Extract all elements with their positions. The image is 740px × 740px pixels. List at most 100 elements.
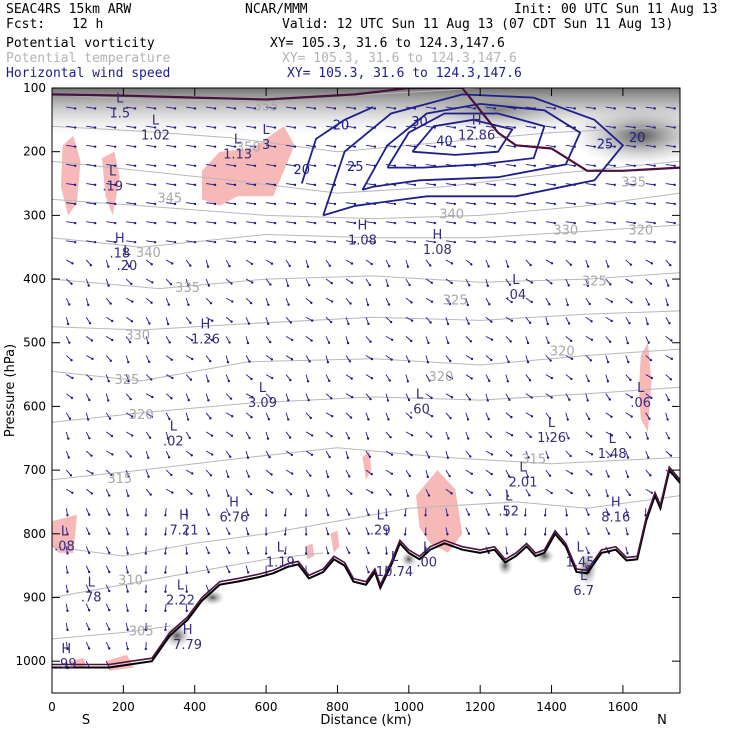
wind-arrow-head	[207, 513, 210, 517]
wind-arrow-head	[290, 358, 294, 361]
wind-arrow-head	[448, 302, 452, 306]
wind-arrow-head	[393, 164, 397, 167]
wind-arrow-head	[304, 552, 308, 555]
wind-arrow-head	[408, 283, 411, 287]
wind-arrow-head	[107, 399, 110, 402]
wind-arrow-head	[66, 590, 69, 593]
theta-label: 345	[157, 192, 182, 207]
wind-arrow	[665, 183, 675, 186]
wind-arrow	[365, 240, 375, 243]
wind-arrow-head	[673, 183, 676, 187]
wind-arrow-head	[108, 417, 112, 420]
wind-arrow-head	[253, 240, 257, 244]
wind-arrow-head	[410, 453, 413, 457]
wind-arrow-head	[153, 240, 157, 244]
wind-arrow	[605, 106, 615, 109]
wind-arrow-head	[213, 145, 217, 148]
wind-arrow	[665, 106, 675, 109]
wind-arrow-head	[189, 321, 192, 325]
wind-arrow-head	[91, 357, 94, 361]
wind-arrow	[305, 202, 316, 205]
wind-arrow	[246, 240, 256, 243]
wind-arrow-head	[450, 396, 454, 399]
wind-arrow-head	[649, 358, 653, 362]
wind-arrow-head	[347, 437, 351, 440]
plot-frame	[51, 87, 681, 694]
wind-arrow-head	[548, 417, 552, 420]
wind-arrow	[645, 144, 655, 148]
wind-arrow-head	[153, 202, 157, 206]
wind-arrow-head	[673, 126, 676, 129]
wind-arrow-head	[153, 164, 157, 167]
wind-arrow-head	[633, 202, 636, 206]
extremum-value: 8.16	[601, 511, 630, 526]
wind-arrow-head	[87, 589, 91, 593]
wind-arrow-head	[508, 398, 511, 401]
wind-arrow	[425, 106, 435, 109]
wind-arrow-head	[633, 126, 636, 129]
field-wind-xy: XY= 105.3, 31.6 to 124.3,147.6	[287, 66, 522, 81]
wind-arrow-head	[490, 320, 493, 323]
wind-arrow-head	[424, 533, 427, 536]
wind-arrow-head	[133, 240, 137, 244]
wind-arrow	[305, 106, 316, 109]
wind-arrow-head	[228, 264, 231, 268]
wind-arrow	[146, 221, 156, 224]
wind-speed-label: 25	[347, 160, 364, 175]
wind-arrow	[186, 183, 196, 186]
extremum-type: L	[61, 524, 69, 539]
wind-arrow-head	[147, 360, 151, 364]
wind-arrow-head	[510, 300, 513, 304]
wind-arrow-head	[90, 339, 94, 342]
wind-arrow-head	[488, 493, 492, 497]
wind-arrow-head	[268, 340, 272, 344]
wind-arrow-head	[250, 416, 253, 419]
wind-arrow-head	[613, 164, 616, 167]
wind-arrow-head	[393, 202, 397, 206]
wind-arrow	[545, 106, 555, 109]
isotach	[300, 106, 374, 184]
wind-arrow-head	[127, 360, 130, 364]
wind-arrow-head	[144, 514, 148, 517]
wind-arrow-head	[453, 202, 457, 206]
wind-arrow	[665, 221, 675, 224]
wind-arrow	[525, 240, 535, 243]
wind-arrow-head	[87, 532, 91, 536]
wind-arrow	[405, 163, 415, 167]
wind-arrow-head	[213, 221, 217, 225]
theta-label: 325	[582, 274, 607, 289]
wind-arrow-head	[346, 456, 350, 459]
extremum-type: H	[472, 114, 482, 129]
wind-arrow	[106, 144, 116, 148]
wind-arrow-head	[110, 434, 114, 438]
wind-arrow-head	[393, 107, 397, 110]
wind-arrow-head	[93, 145, 97, 148]
wind-arrow-head	[370, 357, 374, 361]
wind-arrow-head	[533, 221, 536, 225]
wind-arrow-head	[526, 475, 529, 479]
theta-label: 330	[125, 329, 150, 344]
wind-arrow-head	[550, 376, 554, 380]
wind-arrow-head	[130, 282, 133, 286]
wind-arrow-head	[286, 284, 290, 287]
wind-arrow	[246, 221, 256, 224]
wind-arrow-head	[147, 475, 150, 478]
wind-arrow	[246, 163, 256, 167]
wind-arrow-head	[253, 107, 257, 110]
wind-arrow-head	[253, 145, 257, 148]
wind-arrow-head	[73, 164, 77, 167]
wind-arrow-head	[148, 436, 152, 439]
wind-arrow-head	[593, 240, 596, 244]
extremum-type: L	[512, 273, 520, 288]
wind-arrow-head	[533, 183, 536, 187]
extremum-value: 1.45	[566, 555, 595, 570]
wind-arrow	[66, 106, 76, 109]
wind-arrow-head	[228, 513, 231, 516]
wind-arrow-head	[133, 145, 137, 148]
wind-arrow-head	[530, 396, 533, 399]
wind-arrow-head	[185, 533, 188, 536]
wind-arrow-head	[367, 322, 370, 326]
wind-arrow-head	[393, 145, 397, 148]
wind-arrow-head	[313, 202, 317, 206]
wind-arrow-head	[144, 628, 148, 632]
